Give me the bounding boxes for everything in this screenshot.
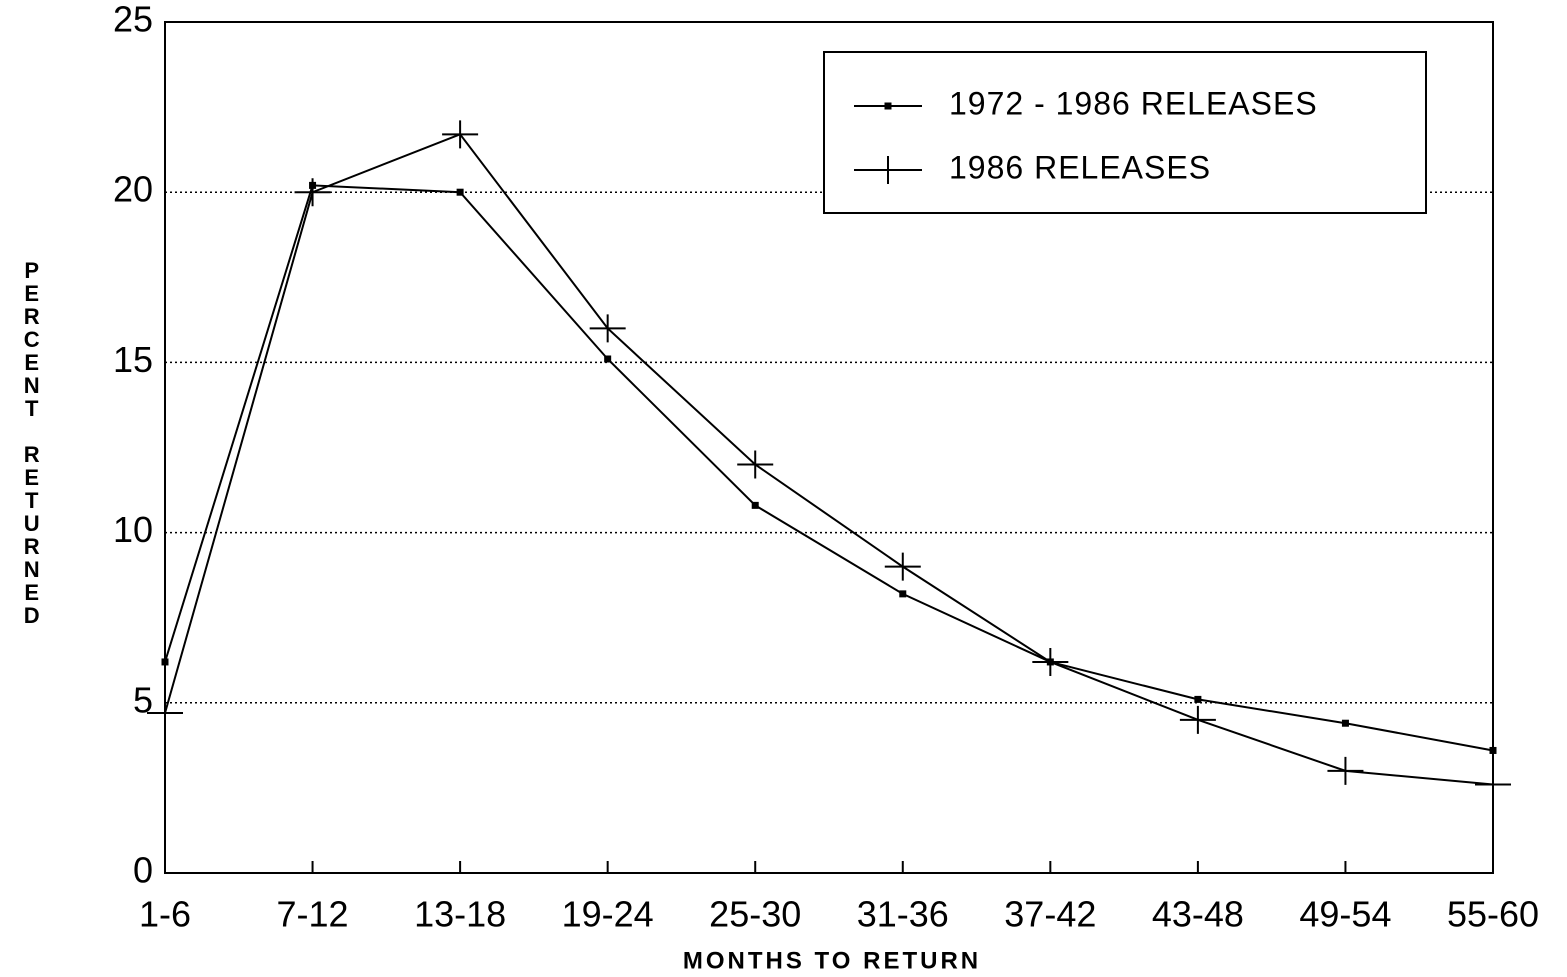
point [1489, 746, 1497, 754]
point [442, 120, 479, 149]
x-tick-label: 49-54 [1299, 894, 1391, 935]
x-tick-label: 25-30 [709, 894, 801, 935]
y-tick-label: 20 [113, 169, 153, 210]
point [1194, 695, 1202, 703]
x-tick-label: 1-6 [139, 894, 191, 935]
y-tick-label: 25 [113, 0, 153, 40]
legend-label: 1972 - 1986 RELEASES [949, 85, 1318, 121]
point [1327, 756, 1364, 785]
point [1475, 770, 1511, 799]
legend-marker [884, 102, 892, 110]
y-tick-label: 15 [113, 339, 153, 380]
point [589, 314, 626, 343]
point [147, 699, 183, 728]
point [751, 501, 759, 509]
y-tick-label: 0 [133, 850, 153, 891]
point [604, 355, 612, 363]
y-tick-label: 10 [113, 509, 153, 550]
x-tick-label: 7-12 [277, 894, 349, 935]
point [899, 590, 907, 598]
point [1341, 719, 1349, 727]
x-tick-label: 13-18 [414, 894, 506, 935]
point [294, 178, 331, 207]
point [1032, 647, 1069, 676]
x-tick-label: 37-42 [1004, 894, 1096, 935]
legend-marker [870, 156, 906, 184]
series-line [164, 133, 1494, 786]
point [1179, 705, 1216, 734]
point [737, 450, 774, 479]
x-tick-label: 31-36 [857, 894, 949, 935]
x-tick-label: 43-48 [1152, 894, 1244, 935]
series-line [164, 184, 1494, 752]
plot-frame [164, 21, 1494, 874]
legend-box [823, 51, 1427, 214]
y-axis-label: PERCENT RETURNED [19, 258, 44, 626]
x-tick-label: 55-60 [1447, 894, 1539, 935]
point [161, 658, 169, 666]
point [456, 188, 464, 196]
x-tick-label: 19-24 [562, 894, 654, 935]
legend-label: 1986 RELEASES [949, 149, 1211, 185]
point [884, 552, 921, 581]
x-axis-label: MONTHS TO RETURN [683, 947, 981, 974]
y-tick-label: 5 [133, 679, 153, 720]
